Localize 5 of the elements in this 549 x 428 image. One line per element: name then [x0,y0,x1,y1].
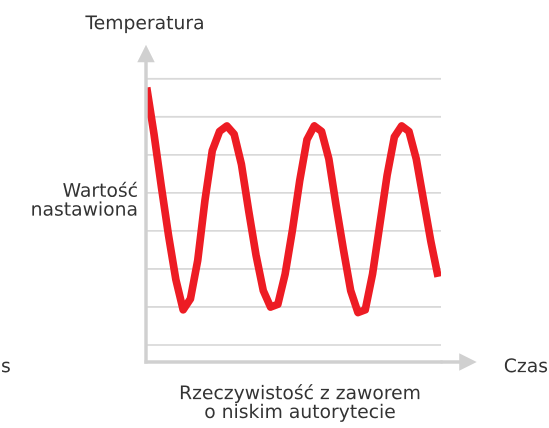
y-axis-title: Temperatura [85,16,203,34]
text: Wartość nastawiona [32,182,137,216]
text: s [2,362,10,372]
x-axis-title: Czas [504,358,548,372]
text: Rzeczywistość z zaworem o niskim autorytecie [180,384,420,422]
